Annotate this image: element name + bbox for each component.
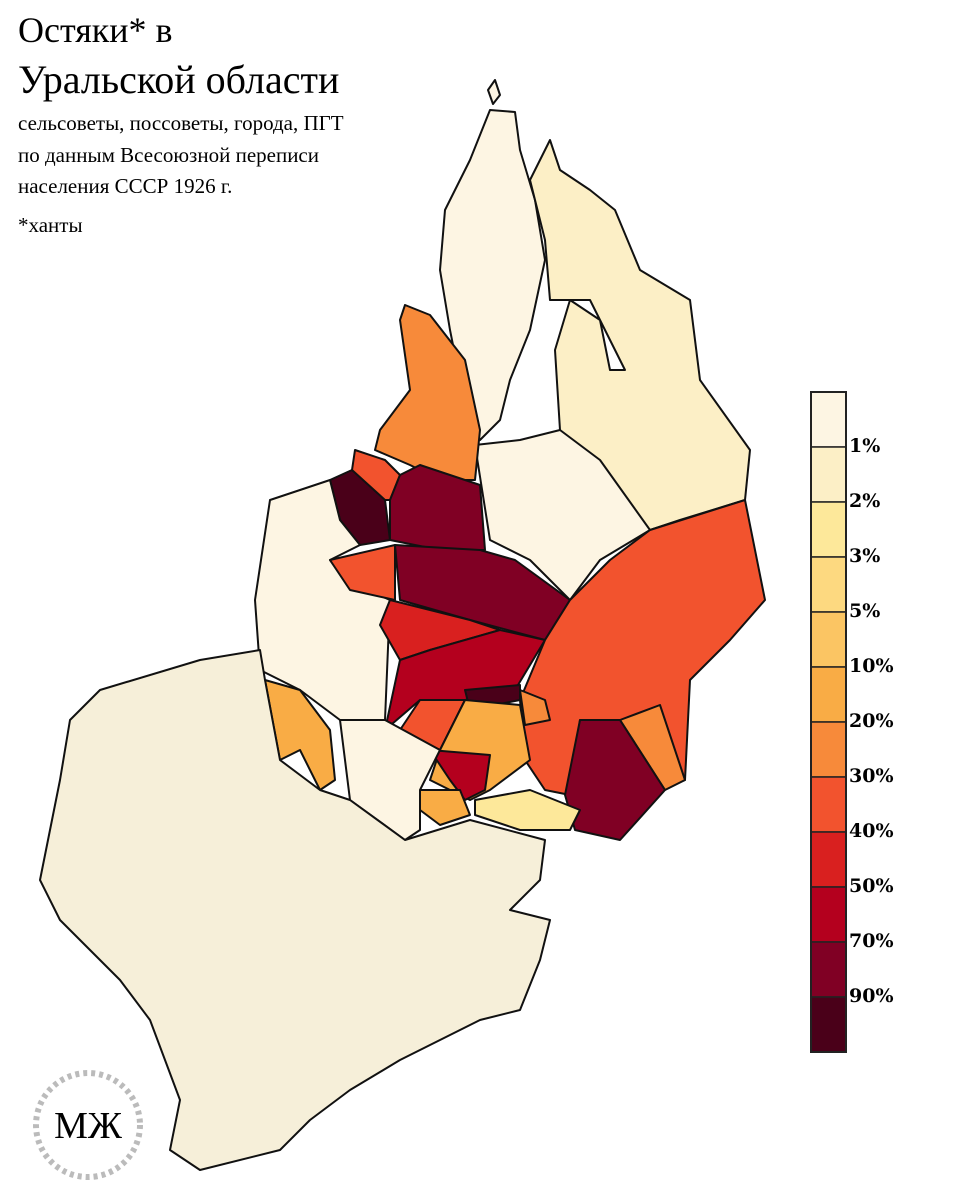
logo: МЖ: [54, 1105, 123, 1147]
subtitle-line: по данным Всесоюзной переписи: [18, 143, 319, 167]
legend-swatch: [810, 446, 847, 503]
title-line: Остяки* в: [18, 10, 173, 50]
legend-swatch: [810, 391, 847, 448]
r15: [429, 749, 491, 801]
legend-swatch: [810, 886, 847, 943]
legend-label: 2%: [849, 490, 880, 512]
taz: [474, 429, 651, 601]
legend-swatch: [810, 721, 847, 778]
logo-ornament: [33, 1070, 143, 1180]
legend-label: 30%: [849, 765, 894, 787]
r12: [519, 689, 551, 726]
map: [39, 79, 766, 1171]
legend-swatch: [810, 611, 847, 668]
r4: [329, 544, 396, 601]
legend-label: 5%: [849, 600, 880, 622]
title-line: Уральской области: [18, 57, 339, 102]
legend-label: 90%: [849, 985, 894, 1007]
subtitle-line: сельсоветы, поссоветы, города, ПГТ: [18, 111, 344, 135]
legend-label: 40%: [849, 820, 894, 842]
subtitle-line: населения СССР 1926 г.: [18, 174, 232, 198]
legend-label: 20%: [849, 710, 894, 732]
island: [487, 79, 501, 105]
r18: [264, 679, 336, 791]
legend-swatch: [810, 996, 847, 1053]
legend-label: 1%: [849, 435, 880, 457]
r10: [564, 719, 666, 841]
legend-label: 70%: [849, 930, 894, 952]
legend-label: 10%: [849, 655, 894, 677]
legend-frame: [810, 391, 847, 1053]
legend-swatch: [810, 556, 847, 613]
r17: [474, 789, 581, 831]
legend-label: 50%: [849, 875, 894, 897]
legend-swatch: [810, 666, 847, 723]
legend-swatch: [810, 776, 847, 833]
note: *ханты: [18, 213, 83, 237]
south-districts: [39, 649, 551, 1171]
legend-swatch: [810, 501, 847, 558]
legend-swatch: [810, 831, 847, 888]
legend-label: 3%: [849, 545, 880, 567]
legend: 1% 2% 3% 5% 10% 20% 30% 40% 50% 70% 90%: [810, 391, 894, 1053]
legend-swatch: [810, 941, 847, 998]
